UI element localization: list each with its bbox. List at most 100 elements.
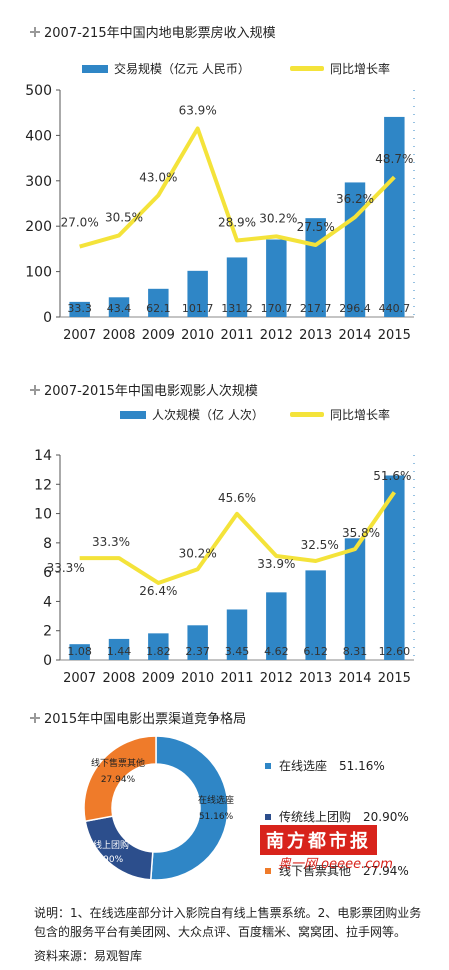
admissions-y-tick-label: 10 — [34, 507, 52, 523]
donut-slice-value: 20.90% — [89, 855, 124, 865]
logo-sub-text: 奥一网 oeeee.com — [278, 857, 393, 872]
admissions-bar-label: 1.44 — [107, 645, 132, 658]
admissions-growth-label: 35.8% — [342, 526, 380, 540]
revenue-x-tick-label: 2015 — [378, 328, 411, 343]
chart1-legend-bar-label: 交易规模（亿元 人民币） — [114, 62, 250, 76]
channel-donut-chart: 在线选座 51.16% 传统线上团购 20.90% 线下售票其他 27.94% — [75, 735, 234, 881]
chart1-title-text: 2007-215年中国内地电影票房收入规模 — [44, 26, 276, 41]
admissions-y-tick-label: 8 — [43, 536, 52, 552]
admissions-growth-label: 33.3% — [47, 561, 85, 575]
revenue-growth-label: 48.7% — [375, 152, 413, 166]
revenue-growth-label: 63.9% — [179, 104, 217, 118]
donut-slice — [149, 735, 229, 881]
chart3-title: 2015年中国电影出票渠道竞争格局 — [30, 708, 246, 727]
admissions-bar — [148, 633, 169, 660]
revenue-bar — [384, 116, 405, 317]
line-swatch-icon — [290, 66, 324, 71]
admissions-x-tick-label: 2011 — [220, 671, 253, 686]
admissions-x-tick-label: 2007 — [63, 671, 96, 686]
chart3-title-text: 2015年中国电影出票渠道竞争格局 — [44, 712, 247, 727]
admissions-x-tick-label: 2009 — [142, 671, 175, 686]
chart2-legend-bar-label: 人次规模（亿 人次） — [152, 408, 264, 422]
revenue-chart: 0 100 200 300 400 500 33.3 2007 43.4 2008 62.1 2009… — [25, 83, 415, 343]
logo-main-text: 南方都市报 — [260, 825, 377, 855]
revenue-bar-label: 170.7 — [261, 302, 293, 315]
admissions-growth-label: 45.6% — [218, 491, 256, 505]
chart2-title-text: 2007-2015年中国电影观影人次规模 — [44, 384, 258, 399]
admissions-growth-label: 26.4% — [139, 584, 177, 598]
admissions-bar-label: 2.37 — [185, 645, 210, 658]
pie-legend-offline: 线下售票其他 27.94% — [265, 862, 409, 879]
donut-slice-name: 线下售票其他 — [91, 757, 145, 769]
revenue-x-tick-label: 2011 — [220, 328, 253, 343]
pie-legend-online-label: 在线选座 — [279, 759, 328, 773]
admissions-bar-label: 1.82 — [146, 645, 171, 658]
revenue-bar-label: 217.7 — [300, 302, 332, 315]
newspaper-logo: 南方都市报 奥一网 oeeee.com — [260, 825, 410, 872]
admissions-growth-label: 33.3% — [92, 535, 130, 549]
revenue-bar — [148, 288, 169, 317]
admissions-growth-label: 51.6% — [373, 469, 411, 483]
revenue-x-tick-label: 2008 — [102, 328, 135, 343]
footnote-text: 说明：1、在线选座部分计入影院自有线上售票系统。2、电影票团购业务包含的服务平台… — [34, 906, 422, 939]
pie-legend-offline-label: 线下售票其他 — [279, 864, 352, 878]
revenue-growth-label: 28.9% — [218, 216, 256, 230]
revenue-x-tick-label: 2007 — [63, 328, 96, 343]
admissions-y-tick-label: 2 — [43, 624, 52, 640]
revenue-growth-label: 30.2% — [259, 211, 297, 225]
line-swatch-icon — [290, 412, 324, 417]
revenue-y-tick-label: 200 — [25, 219, 52, 235]
revenue-bar — [108, 297, 130, 317]
chart2-legend-line: 同比增长率 — [290, 406, 390, 423]
revenue-growth-label: 30.5% — [105, 210, 143, 224]
revenue-bar — [69, 301, 90, 317]
admissions-bar — [69, 644, 90, 660]
revenue-growth-label: 27.5% — [297, 220, 335, 234]
admissions-bar — [226, 609, 248, 660]
admissions-x-tick-label: 2012 — [260, 671, 293, 686]
revenue-growth-label: 27.0% — [61, 216, 99, 230]
pie-legend-online-value: 51.16% — [339, 758, 385, 773]
admissions-y-tick-label: 6 — [43, 565, 52, 581]
chart2-legend-line-label: 同比增长率 — [330, 408, 391, 422]
revenue-x-tick-label: 2012 — [260, 328, 293, 343]
admissions-bar-label: 1.08 — [67, 645, 92, 658]
revenue-y-tick-label: 0 — [43, 310, 52, 326]
chart1-legend-line: 同比增长率 — [290, 60, 390, 77]
source-text: 资料来源：易观智库 — [34, 949, 143, 963]
donut-slice — [83, 735, 157, 823]
revenue-y-tick-label: 400 — [25, 128, 52, 144]
admissions-bar — [305, 570, 326, 660]
donut-slice-value: 27.94% — [101, 775, 136, 785]
legend-dot-icon — [265, 813, 271, 820]
admissions-growth-line — [79, 491, 396, 585]
chart1-legend-bar: 交易规模（亿元 人民币） — [82, 60, 250, 77]
legend-dot-icon — [265, 762, 271, 769]
revenue-bar-label: 43.4 — [107, 302, 132, 315]
admissions-y-tick-label: 4 — [43, 594, 52, 610]
revenue-bar — [226, 257, 248, 317]
revenue-growth-line — [79, 126, 396, 249]
admissions-bar — [187, 625, 208, 660]
revenue-x-tick-label: 2013 — [299, 328, 332, 343]
plus-icon — [30, 712, 40, 723]
revenue-bar-label: 131.2 — [221, 302, 253, 315]
revenue-bar — [344, 182, 366, 317]
admissions-x-tick-label: 2014 — [338, 671, 371, 686]
pie-legend-offline-value: 27.94% — [363, 863, 409, 878]
revenue-y-tick-label: 100 — [25, 265, 52, 281]
revenue-y-tick-label: 300 — [25, 174, 52, 190]
revenue-bar-label: 296.4 — [339, 302, 371, 315]
revenue-y-tick-label: 500 — [25, 83, 52, 99]
admissions-bar-label: 4.62 — [264, 645, 289, 658]
admissions-x-tick-label: 2010 — [181, 671, 214, 686]
revenue-x-tick-label: 2014 — [338, 328, 371, 343]
chart2-title: 2007-2015年中国电影观影人次规模 — [30, 380, 258, 399]
bar-swatch-icon — [120, 410, 146, 419]
chart2-legend-bar: 人次规模（亿 人次） — [120, 406, 264, 423]
admissions-bar-label: 3.45 — [225, 645, 250, 658]
pie-legend-online: 在线选座 51.16% — [265, 757, 385, 774]
pie-legend-groupbuy: 传统线上团购 20.90% — [265, 808, 409, 825]
revenue-bar-label: 440.7 — [379, 302, 411, 315]
admissions-bar-label: 6.12 — [303, 645, 328, 658]
